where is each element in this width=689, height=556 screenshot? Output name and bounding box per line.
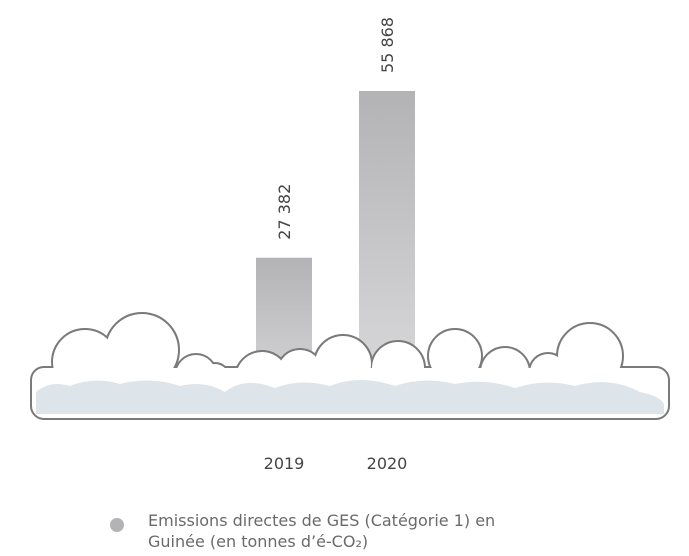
data-label: 55 868 [378,17,397,73]
data-label: 27 382 [275,184,294,240]
legend-label: Emissions directes de GES (Catégorie 1) … [148,511,496,551]
legend-marker [110,518,124,532]
chart: 27 382 2019 55 868 2020 [30,17,670,473]
x-tick-label: 2019 [264,454,305,473]
x-tick-label: 2020 [367,454,408,473]
legend-dot [110,518,124,532]
cloud-decoration [30,312,670,420]
